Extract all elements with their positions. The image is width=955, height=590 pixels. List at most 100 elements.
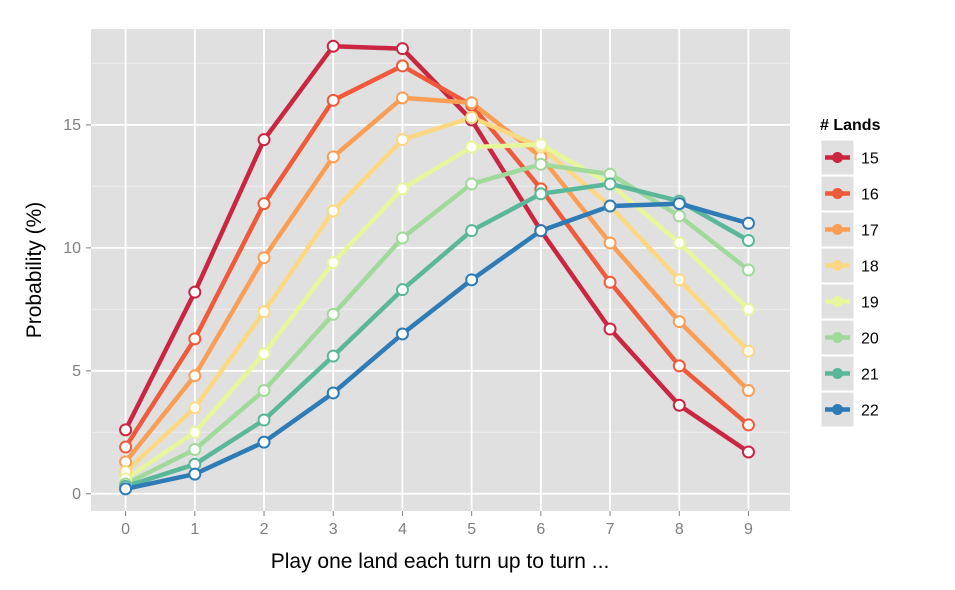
data-point-17 (257, 251, 271, 265)
data-point-15 (672, 398, 686, 412)
legend-label-20: 20 (861, 331, 879, 348)
data-point-17 (741, 384, 755, 397)
legend-key-point-15 (832, 152, 843, 163)
data-point-17 (672, 315, 686, 329)
data-point-21 (395, 283, 409, 297)
data-point-21 (465, 224, 479, 238)
legend-items: 15 16 17 18 19 20 21 22 (820, 139, 879, 428)
data-point-22 (672, 197, 686, 211)
data-point-15 (119, 423, 133, 437)
plot-panel (91, 29, 790, 511)
data-point-18 (395, 133, 409, 147)
legend-label-19: 19 (861, 295, 879, 312)
data-point-20 (395, 231, 409, 245)
x-tick-label: 5 (467, 521, 476, 538)
legend-key-point-22 (832, 404, 843, 415)
series-points (119, 39, 755, 496)
data-point-16 (603, 275, 617, 289)
data-point-17 (465, 96, 479, 110)
y-tick-label: 0 (72, 486, 81, 503)
data-point-15 (326, 39, 340, 53)
legend-label-22: 22 (861, 403, 879, 420)
legend-key-point-21 (832, 368, 843, 379)
legend-label-21: 21 (861, 367, 879, 384)
data-point-19 (188, 425, 202, 439)
data-point-21 (603, 177, 617, 191)
legend-key-point-20 (832, 332, 843, 343)
legend-label-16: 16 (861, 187, 879, 204)
data-point-20 (257, 384, 271, 397)
data-point-22 (326, 386, 340, 400)
data-point-21 (326, 349, 340, 363)
data-point-15 (257, 133, 271, 147)
data-point-15 (741, 445, 755, 459)
y-axis: 0 5 10 15 (63, 117, 91, 503)
data-point-19 (741, 302, 755, 316)
x-tick-label: 3 (329, 521, 338, 538)
data-point-17 (326, 150, 340, 164)
data-point-17 (395, 91, 409, 105)
legend-key-point-19 (832, 296, 843, 307)
data-point-18 (188, 401, 202, 415)
series-line-18 (123, 115, 751, 474)
legend-key-point-17 (832, 224, 843, 235)
data-point-19 (534, 138, 548, 152)
legend-title: # Lands (820, 117, 881, 134)
data-point-22 (188, 467, 202, 481)
x-axis: 0 1 2 3 4 5 6 7 8 9 (121, 511, 753, 538)
y-tick-label: 5 (72, 363, 81, 380)
legend-label-17: 17 (861, 223, 879, 240)
data-point-20 (534, 157, 548, 171)
data-point-18 (326, 204, 340, 218)
y-axis-title: Probability (%) (23, 202, 46, 339)
data-point-16 (326, 93, 340, 107)
data-point-19 (326, 256, 340, 270)
data-point-16 (119, 440, 133, 454)
x-tick-label: 8 (675, 521, 684, 538)
data-point-22 (119, 482, 133, 496)
data-point-21 (534, 187, 548, 201)
x-tick-label: 9 (744, 521, 753, 538)
y-tick-label: 15 (63, 117, 81, 134)
series-line-17 (123, 95, 751, 465)
data-point-15 (188, 285, 202, 299)
data-point-18 (741, 344, 755, 358)
series-line-16 (123, 63, 751, 450)
data-point-20 (465, 177, 479, 191)
x-tick-label: 6 (536, 521, 545, 538)
data-point-18 (672, 273, 686, 287)
series-line-19 (123, 142, 751, 482)
data-point-22 (395, 327, 409, 341)
data-point-19 (465, 140, 479, 154)
legend-label-15: 15 (861, 151, 879, 168)
data-point-22 (257, 435, 271, 449)
series-line-22 (123, 201, 751, 492)
legend-key-point-16 (832, 188, 843, 199)
series-line-20 (123, 162, 751, 487)
data-point-22 (741, 216, 755, 230)
data-point-20 (188, 443, 202, 457)
data-point-17 (603, 236, 617, 250)
legend-label-18: 18 (861, 259, 879, 276)
x-tick-label: 4 (398, 521, 407, 538)
x-axis-title: Play one land each turn up to turn ... (271, 550, 610, 573)
data-point-16 (188, 332, 202, 346)
data-point-20 (326, 307, 340, 321)
data-point-19 (395, 182, 409, 196)
data-point-15 (603, 322, 617, 336)
data-point-20 (672, 209, 686, 223)
series-lines (123, 43, 751, 492)
data-point-22 (465, 273, 479, 287)
legend: # Lands 15 16 17 18 19 20 21 22 (820, 117, 881, 428)
x-tick-label: 7 (606, 521, 615, 538)
data-point-16 (741, 418, 755, 432)
data-point-20 (741, 263, 755, 277)
data-point-17 (188, 369, 202, 383)
data-point-21 (257, 413, 271, 427)
x-tick-label: 0 (121, 521, 130, 538)
x-tick-label: 2 (260, 521, 269, 538)
y-tick-label: 10 (63, 240, 81, 257)
data-point-16 (257, 197, 271, 211)
data-point-18 (465, 111, 479, 125)
